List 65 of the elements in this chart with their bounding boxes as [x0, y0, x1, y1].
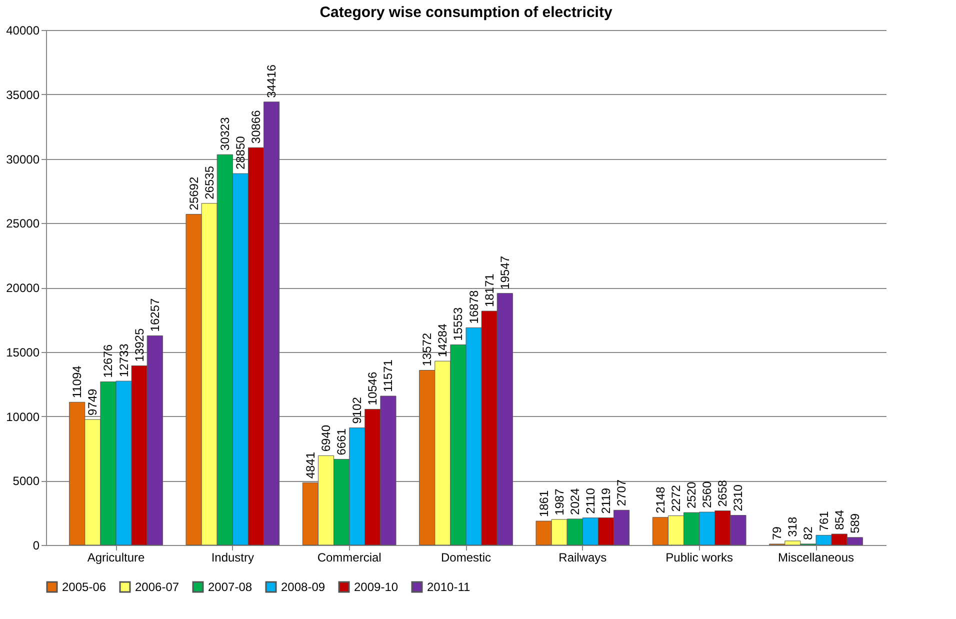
x-tick-label: Commercial	[317, 550, 382, 564]
data-label: 14284	[436, 323, 450, 358]
y-tick-label: 40000	[6, 24, 40, 38]
data-label: 6661	[334, 428, 349, 456]
data-label: 589	[848, 513, 862, 534]
data-label: 2310	[731, 484, 746, 512]
data-label: 2707	[614, 479, 629, 506]
legend-label: 2010-11	[427, 580, 470, 594]
legend-label: 2008-09	[281, 580, 326, 594]
data-label: 1987	[552, 488, 566, 516]
data-label: 12733	[116, 343, 131, 378]
data-label: 28850	[233, 136, 248, 170]
data-label: 2520	[684, 482, 699, 509]
data-label: 79	[770, 526, 784, 540]
data-label: 761	[816, 510, 831, 532]
x-tick-label: Industry	[211, 550, 254, 564]
data-label: 9749	[86, 388, 100, 416]
y-tick-label: 20000	[6, 281, 40, 295]
data-label: 30323	[218, 116, 232, 151]
data-label: 2024	[568, 488, 582, 515]
x-tick-label: Railways	[558, 550, 607, 564]
y-tick-label: 35000	[6, 88, 40, 102]
chart-title: Category wise consumption of electricity	[320, 4, 613, 21]
data-label: 34416	[264, 64, 279, 98]
data-label: 12676	[101, 344, 116, 378]
data-label: 16878	[466, 290, 481, 324]
data-label: 2110	[583, 488, 598, 514]
data-label: 2148	[653, 486, 668, 514]
data-label: 19547	[498, 256, 512, 290]
y-tick-label: 15000	[6, 345, 40, 360]
legend-label: 2005-06	[62, 580, 106, 594]
data-label: 16257	[148, 298, 162, 332]
data-label: 25692	[186, 176, 201, 210]
data-label: 11094	[70, 365, 84, 398]
y-tick-label: 5000	[12, 474, 40, 488]
data-label: 82	[801, 526, 816, 540]
data-label: 26535	[202, 166, 216, 200]
data-label: 9102	[350, 396, 364, 424]
x-tick-label: Miscellaneous	[778, 550, 854, 564]
data-label: 10546	[366, 372, 380, 406]
legend-label: 2006-07	[135, 580, 180, 594]
y-tick-label: 10000	[6, 410, 40, 424]
data-label: 318	[786, 516, 800, 537]
y-tick-label: 25000	[6, 216, 40, 231]
data-label: 6940	[319, 424, 333, 452]
y-tick-label: 30000	[6, 152, 40, 166]
data-label: 1861	[536, 490, 551, 518]
y-tick-label: 0	[32, 538, 40, 552]
data-label: 30866	[249, 110, 263, 144]
data-label: 13572	[420, 332, 434, 366]
data-label: 2658	[716, 480, 730, 507]
x-tick-label: Agriculture	[87, 550, 146, 564]
data-label: 13925	[132, 328, 146, 362]
data-label: 4841	[303, 452, 318, 479]
x-tick-label: Public works	[666, 550, 734, 564]
data-label: 11571	[381, 359, 396, 392]
data-label: 854	[832, 510, 846, 530]
data-label: 15553	[451, 307, 466, 341]
legend-label: 2009-10	[354, 580, 398, 594]
x-tick-label: Domestic	[440, 550, 492, 564]
data-label: 2560	[700, 481, 714, 508]
data-label: 18171	[482, 273, 496, 308]
data-label: 2272	[669, 484, 683, 512]
data-label: 2119	[599, 488, 613, 514]
legend-label: 2007-08	[208, 580, 252, 594]
